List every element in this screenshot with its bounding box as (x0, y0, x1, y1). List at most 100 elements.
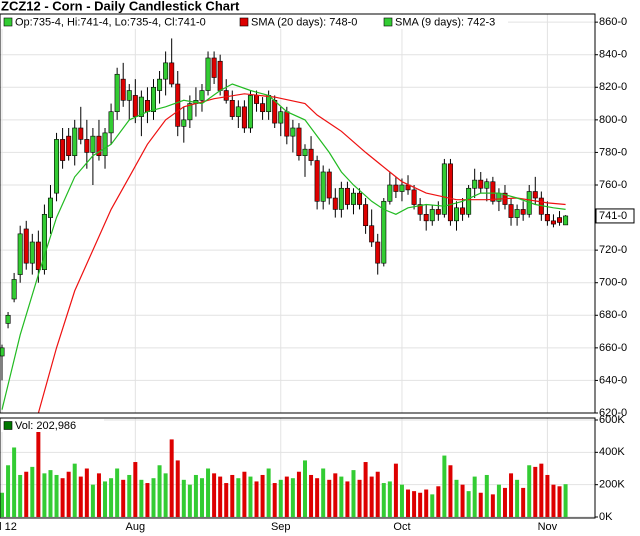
legend-box (1, 15, 508, 29)
volume-bar (157, 465, 162, 517)
candle-body (447, 163, 453, 222)
volume-bar (218, 476, 223, 517)
candle-body (417, 204, 423, 215)
candle-body (17, 233, 23, 275)
volume-bar (260, 474, 265, 517)
volume-bar (303, 460, 307, 517)
volume-bar (502, 487, 507, 517)
volume-bar (484, 474, 489, 517)
candle-body (23, 228, 29, 264)
volume-bar (290, 478, 295, 517)
volume-bar (151, 478, 156, 517)
candle-body (544, 214, 550, 222)
candle-body (308, 148, 314, 161)
candle-body (338, 187, 344, 210)
y-tick-label: 680-0 (599, 309, 627, 321)
candle-body (508, 204, 514, 218)
candle-body (72, 127, 78, 156)
candle-body (466, 187, 472, 215)
volume-bar (72, 463, 77, 517)
volume-bar (472, 476, 477, 517)
volume-bar (163, 473, 168, 517)
volume-bar (551, 484, 556, 517)
candle-body (363, 204, 369, 227)
candle-body (247, 95, 253, 129)
candle-body (108, 111, 114, 134)
candle-body (296, 127, 302, 156)
candle-body (60, 139, 66, 161)
candle-body (514, 209, 520, 218)
volume-bar (496, 484, 501, 517)
chart-title: ZCZ12 - Corn - Daily Candlestick Chart (1, 0, 240, 13)
candle-body (496, 192, 502, 202)
candle-body (47, 197, 53, 218)
candle-body (187, 103, 193, 121)
legend-swatch (239, 17, 249, 27)
candle-body (393, 184, 399, 192)
volume-legend-label: Vol: 202,986 (15, 420, 76, 432)
volume-bar (121, 479, 126, 517)
candle-body (78, 127, 84, 140)
volume-bar (199, 478, 204, 517)
candle-body (66, 135, 72, 156)
legend-label: SMA (20 days): 748-0 (251, 16, 357, 28)
candle-body (211, 57, 217, 78)
volume-bar (412, 491, 417, 517)
candle-body (472, 179, 478, 189)
volume-bar (351, 470, 356, 517)
volume-bar (466, 491, 471, 517)
sma-line (1, 83, 566, 410)
y-tick-label: 760-0 (599, 179, 627, 191)
candle-body (41, 214, 47, 270)
volume-bar (224, 483, 229, 517)
x-tick-label: Sep (271, 521, 291, 533)
candle-body (302, 148, 308, 156)
volume-bar (339, 476, 344, 517)
volume-bar (454, 479, 459, 517)
volume-bar (406, 489, 411, 517)
candle-body (453, 207, 459, 222)
volume-bar (175, 460, 180, 517)
volume-bar (424, 489, 429, 517)
candle-body (314, 160, 320, 202)
legend-label: SMA (9 days): 742-3 (395, 16, 495, 28)
volume-bar (254, 481, 259, 517)
volume-bar (545, 474, 550, 517)
candle-body (29, 241, 35, 264)
candle-body (235, 106, 241, 117)
volume-bar (78, 476, 83, 517)
candle-body (157, 78, 163, 91)
volume-bar (436, 486, 441, 517)
volume-bar (60, 478, 65, 517)
volume-bar (418, 492, 423, 517)
candle-body (96, 135, 102, 156)
volume-bar (309, 474, 314, 517)
candle-body (175, 83, 181, 127)
candle-body (563, 215, 569, 226)
candle-body (254, 95, 260, 104)
candle-body (163, 62, 169, 80)
volume-bar (90, 484, 95, 517)
volume-bar (369, 476, 374, 517)
candle-body (84, 139, 90, 153)
volume-bar (230, 474, 235, 517)
volume-bar (181, 479, 186, 517)
legend-swatch (3, 17, 13, 27)
candle-body (138, 96, 144, 117)
volume-tick-label: 600K (599, 414, 625, 426)
candle-body (320, 171, 326, 202)
volume-bar (145, 483, 150, 517)
volume-bar (272, 483, 277, 517)
volume-bar (533, 466, 538, 517)
candle-body (241, 106, 247, 129)
volume-bar (478, 492, 483, 517)
x-tick-label: Oct (393, 521, 410, 533)
candle-body (266, 95, 272, 113)
y-tick-label: 700-0 (599, 277, 627, 289)
volume-bar (448, 465, 453, 517)
candle-body (387, 184, 393, 202)
candle-body (169, 62, 175, 85)
candle-body (151, 86, 157, 113)
candle-body (369, 225, 375, 243)
